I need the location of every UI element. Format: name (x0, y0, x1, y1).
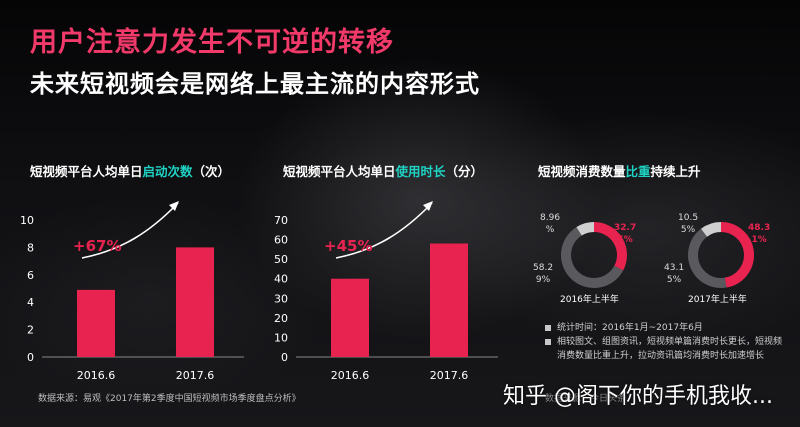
chart3-title: 短视频消费数量比重持续上升 (538, 161, 701, 180)
donut1-slice (593, 222, 627, 271)
chart2-growth-label: +45% (324, 237, 372, 255)
chart3-title-part3: 持续上升 (650, 164, 701, 179)
chart2-ytick-label: 40 (274, 273, 288, 286)
chart1-ytick-label: 6 (27, 269, 34, 282)
donut1-slice-label-line: 9% (535, 275, 551, 285)
chart3-title-part1: 短视频消费数量 (538, 164, 626, 179)
chart1-ytick-label: 0 (27, 351, 34, 364)
chart1-ytick-label: 10 (20, 214, 34, 227)
chart1-bar (176, 247, 214, 357)
chart1-title-part1: 短视频平台人均单日 (30, 164, 143, 179)
donut1-slice-label-line: 32.7 (614, 223, 637, 233)
donut2-slice-label-line: 5% (666, 275, 682, 285)
page-subtitle: 未来短视频会是网络上最主流的内容形式 (30, 70, 480, 98)
donut2-caption: 2017年上半年 (688, 295, 747, 305)
chart1-growth-arrow (81, 202, 179, 259)
note-stat-time-text: 统计时间：2016年1月~2017年6月 (557, 323, 703, 333)
donut2-slice-label-line: 48.3 (748, 223, 771, 233)
donut2-slice-label: 10.5 5% (678, 212, 698, 236)
note-description: 相较图文、组图资讯，短视频单篇消费时长更长，短视频消费数量比重上升，拉动资讯篇均… (545, 335, 787, 363)
donut2-slice-label-line: 5% (680, 225, 696, 235)
chart2-x-label: 2017.6 (430, 369, 469, 382)
chart2-ytick-label: 30 (274, 292, 288, 305)
chart2-ytick-label: 10 (274, 331, 288, 344)
chart2-x-label: 2016.6 (331, 369, 370, 382)
note-stat-time: 统计时间：2016年1月~2017年6月 (545, 321, 703, 335)
chart2-ytick-label: 20 (274, 312, 288, 325)
chart1-ytick-label: 2 (27, 324, 34, 337)
donut1-slice-label-line: 8.96 (540, 213, 561, 223)
bullet-icon (545, 338, 551, 345)
chart2-ytick-label: 60 (274, 234, 288, 247)
chart2-ytick-label: 70 (274, 214, 288, 227)
donut1-slice-label-line: 5% (617, 235, 633, 245)
donut2-slice-label-line: 10.5 (678, 213, 699, 223)
note-description-text: 相较图文、组图资讯，短视频单篇消费时长更长，短视频消费数量比重上升，拉动资讯篇均… (557, 337, 783, 361)
donut2-slice (688, 228, 727, 288)
donut2-slice-label: 43.1 5% (664, 262, 684, 286)
donut2-slice-label-line: 1% (751, 235, 767, 245)
donut2-slice (701, 222, 722, 237)
chart1-arrow-head-icon (169, 201, 179, 211)
donut1-slice-label: 32.7 5% (614, 222, 636, 246)
chart1-x-label: 2017.6 (176, 369, 215, 382)
chart2-growth-arrow (335, 202, 433, 259)
watermark: 知乎 @阁下你的手机我收... (503, 384, 773, 409)
donut2-slice-label-line: 43.1 (664, 263, 685, 273)
chart1-ytick-label: 8 (27, 241, 34, 254)
donut1-slice-label-line: % (545, 225, 555, 235)
chart1-ytick-label: 4 (27, 296, 34, 309)
donut2-slice-label: 48.3 1% (748, 222, 770, 246)
donut1-slice (561, 227, 624, 288)
chart1-x-label: 2016.6 (77, 369, 116, 382)
chart1-title-part3: （次） (192, 164, 231, 179)
donut1-slice (576, 222, 595, 236)
chart2-title-part3: （分） (445, 164, 484, 179)
donut2-slice (720, 222, 754, 288)
chart2-arrow-head-icon (423, 201, 433, 211)
source-left: 数据来源：易观《2017年第2季度中国短视频市场季度盘点分析》 (38, 394, 301, 404)
chart1-title: 短视频平台人均单日启动次数（次） (30, 161, 230, 180)
donut1-slice-label-line: 58.2 (533, 263, 554, 273)
chart2-ytick-label: 0 (281, 351, 288, 364)
chart1-growth-label: +67% (73, 237, 121, 255)
donut1-slice-label: 8.96% (540, 212, 560, 236)
page-title: 用户注意力发生不可逆的转移 (30, 27, 394, 58)
chart2-title: 短视频平台人均单日使用时长（分） (283, 161, 483, 180)
chart2-bar (430, 243, 468, 357)
chart3-title-highlight: 比重 (625, 164, 651, 179)
chart1-title-highlight: 启动次数 (142, 164, 193, 179)
donut1-caption: 2016年上半年 (560, 295, 619, 305)
chart2-bar (331, 278, 369, 357)
chart2-title-part1: 短视频平台人均单日 (283, 164, 396, 179)
chart2-ytick-label: 50 (274, 253, 288, 266)
bullet-icon (545, 324, 551, 331)
chart1-bar (77, 289, 115, 357)
donut1-slice-label: 58.2 9% (533, 262, 553, 286)
chart2-title-highlight: 使用时长 (395, 164, 446, 179)
source-right: 数据来源：今日头条 (545, 394, 627, 404)
